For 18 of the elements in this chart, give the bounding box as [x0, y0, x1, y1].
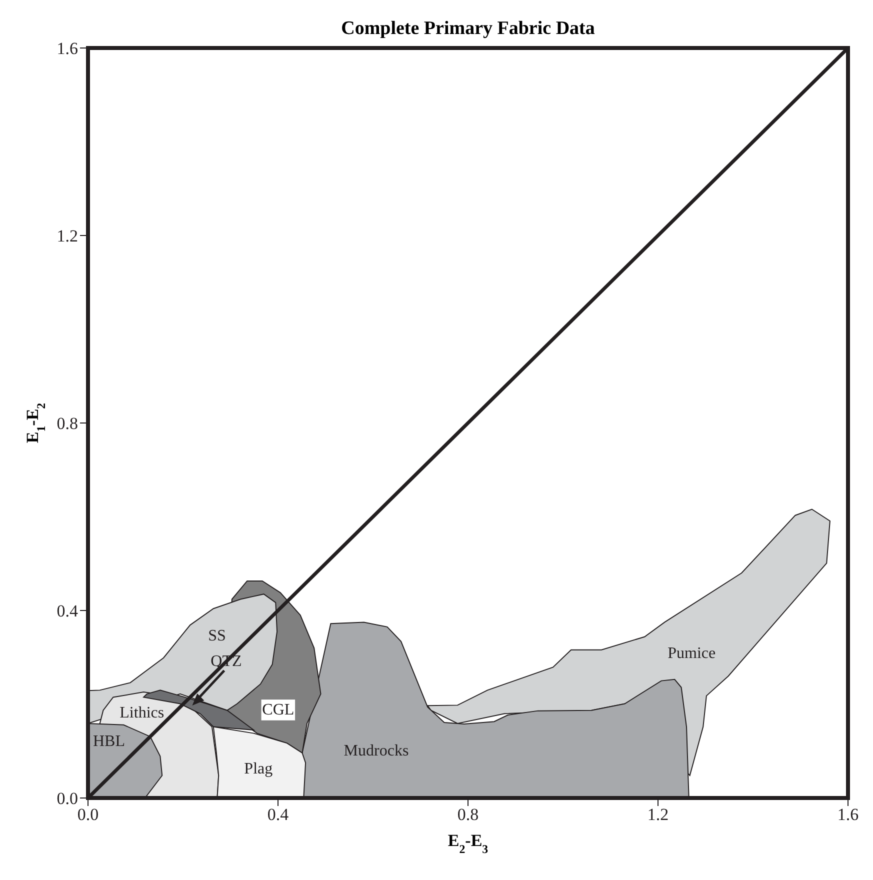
- y-tick-label: 1.6: [56, 39, 78, 58]
- x-tick-label: 1.2: [647, 805, 669, 824]
- series-label: Pumice: [668, 644, 716, 662]
- x-tick-label: 0.0: [77, 805, 99, 824]
- x-tick-label: 1.6: [837, 805, 859, 824]
- x-axis-title: E$_{2}$-E$_{3}$: [448, 831, 488, 856]
- x-tick-label: 0.4: [267, 805, 290, 824]
- y-tick-label: 0.8: [56, 414, 78, 434]
- chart-title: Complete Primary Fabric Data: [341, 18, 596, 39]
- series-label: SS: [208, 628, 226, 645]
- x-tick-label: 0.8: [457, 805, 479, 824]
- series-label: Lithics: [120, 704, 164, 722]
- series-label: Plag: [244, 760, 273, 778]
- series-label: HBL: [93, 732, 125, 750]
- y-tick-label: 1.2: [56, 226, 78, 246]
- series-label: Mudrocks: [344, 742, 409, 760]
- y-tick-label: 0.4: [56, 602, 78, 621]
- y-tick-label: 0.0: [56, 789, 78, 808]
